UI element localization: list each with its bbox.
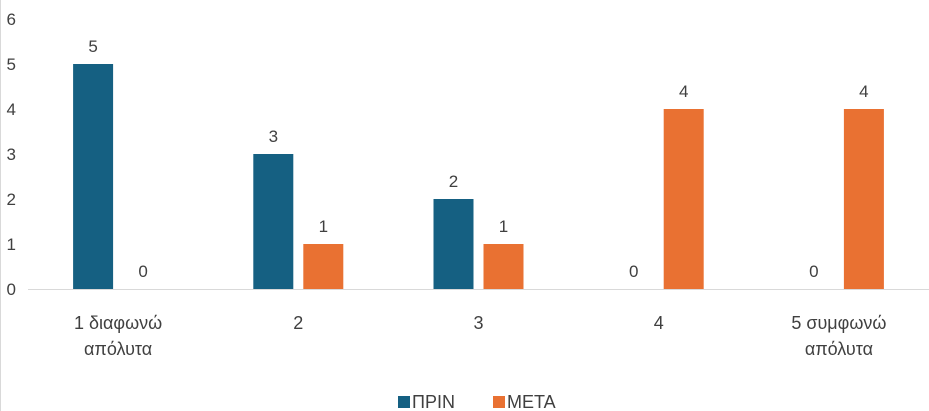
data-label: 0 bbox=[809, 262, 818, 281]
x-tick-label: 3 bbox=[473, 313, 483, 333]
data-label: 5 bbox=[88, 37, 97, 56]
data-label: 1 bbox=[319, 217, 328, 236]
data-label: 2 bbox=[449, 172, 458, 191]
data-labels: 5 0 3 1 2 1 0 4 0 4 bbox=[88, 37, 868, 281]
y-tick-label: 6 bbox=[7, 10, 16, 29]
y-tick-label: 4 bbox=[7, 100, 16, 119]
legend: ΠΡΙΝ ΜΕΤΑ bbox=[398, 392, 556, 411]
bar-before bbox=[433, 199, 474, 289]
data-label: 4 bbox=[679, 82, 688, 101]
bar-after bbox=[663, 109, 704, 289]
data-label: 0 bbox=[138, 262, 147, 281]
y-tick-label: 1 bbox=[7, 235, 16, 254]
bars bbox=[73, 64, 884, 289]
bar-before bbox=[73, 64, 114, 289]
data-label: 0 bbox=[629, 262, 638, 281]
x-tick-label: 1 διαφωνώ απόλυτα bbox=[74, 313, 162, 359]
legend-label: ΠΡΙΝ bbox=[412, 392, 455, 411]
legend-swatch bbox=[398, 396, 410, 408]
bar-after bbox=[303, 244, 344, 289]
y-tick-label: 5 bbox=[7, 55, 16, 74]
y-tick-label: 0 bbox=[7, 280, 16, 299]
data-label: 1 bbox=[499, 217, 508, 236]
x-tick-label: 5 συμφωνώ απόλυτα bbox=[791, 313, 886, 359]
data-label: 4 bbox=[859, 82, 868, 101]
x-tick-label: 4 bbox=[654, 313, 664, 333]
y-tick-label: 2 bbox=[7, 190, 16, 209]
x-axis: 1 διαφωνώ απόλυτα 2 3 4 5 συμφωνώ απόλυτα bbox=[74, 313, 886, 359]
legend-swatch bbox=[493, 396, 505, 408]
legend-label: ΜΕΤΑ bbox=[507, 392, 556, 411]
bar-after bbox=[843, 109, 884, 289]
x-tick-label: 2 bbox=[293, 313, 303, 333]
bar-after bbox=[483, 244, 524, 289]
bar-before bbox=[253, 154, 294, 289]
y-axis: 0 1 2 3 4 5 6 bbox=[7, 10, 16, 299]
data-label: 3 bbox=[269, 127, 278, 146]
y-tick-label: 3 bbox=[7, 145, 16, 164]
